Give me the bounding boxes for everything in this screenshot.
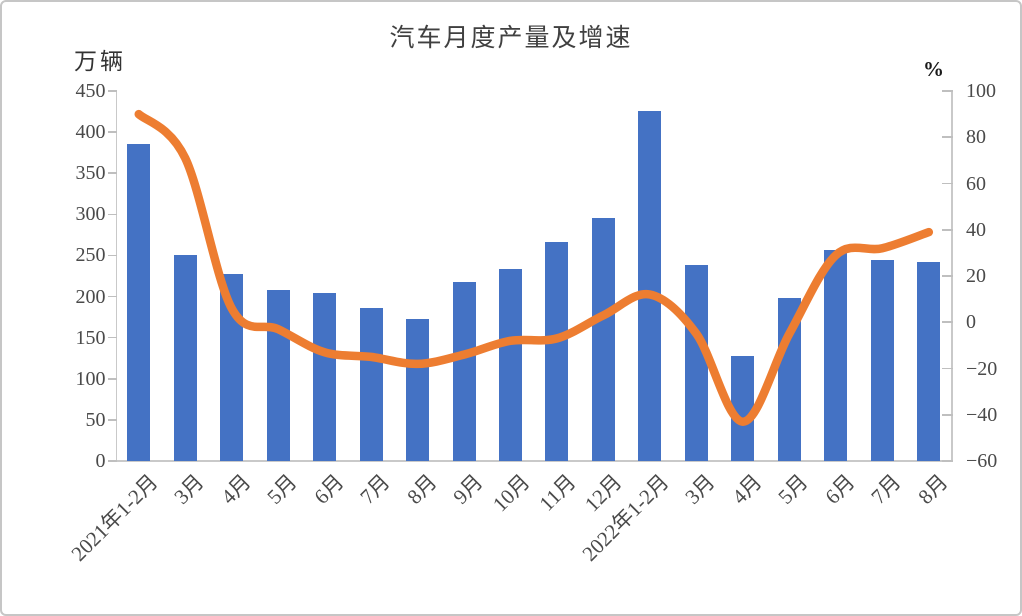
right-axis-tick xyxy=(942,90,953,92)
production-bar xyxy=(777,298,801,461)
right-axis-tick-label: 40 xyxy=(966,218,986,241)
production-bar xyxy=(917,262,941,461)
left-axis-tick xyxy=(107,213,117,216)
production-bar xyxy=(220,274,244,461)
left-axis-tick xyxy=(107,295,117,298)
production-bar xyxy=(684,265,708,461)
right-axis-tick xyxy=(942,321,953,324)
right-axis-tick-label: −20 xyxy=(966,357,998,380)
left-axis-tick-label: 150 xyxy=(75,326,106,349)
production-bar xyxy=(313,293,337,461)
left-axis-tick-label: 400 xyxy=(75,121,106,144)
bottom-axis-line xyxy=(115,460,952,462)
left-axis-tick xyxy=(107,254,117,257)
growth-line-path xyxy=(134,109,934,426)
right-axis-tick xyxy=(942,367,953,370)
right-axis-tick xyxy=(942,413,953,416)
left-axis-tick-label: 300 xyxy=(75,203,106,226)
right-axis-tick-label: 20 xyxy=(966,265,986,287)
production-bar xyxy=(824,249,848,461)
right-axis-tick-label: −60 xyxy=(966,450,998,472)
left-axis-unit-label: 万辆 xyxy=(74,49,126,74)
left-axis-tick-label: 50 xyxy=(85,408,106,431)
right-axis-tick-label: 100 xyxy=(966,80,996,102)
production-bar xyxy=(266,289,290,461)
chart-title: 汽车月度产量及增速 xyxy=(389,25,633,52)
right-axis-tick-label: 0 xyxy=(966,311,976,334)
left-axis-tick-label: 450 xyxy=(75,80,106,102)
production-bar xyxy=(638,110,662,461)
production-bar xyxy=(359,308,383,461)
left-axis-tick-label: 250 xyxy=(75,244,106,267)
production-bar xyxy=(870,260,894,461)
left-axis-tick xyxy=(107,460,117,462)
left-axis-tick xyxy=(107,172,117,175)
production-bar xyxy=(545,242,569,461)
left-axis-line xyxy=(115,91,118,461)
production-bar xyxy=(591,218,615,461)
left-axis-tick-label: 200 xyxy=(75,285,106,308)
right-axis-unit-label: % xyxy=(923,57,944,81)
left-axis-tick xyxy=(107,131,117,133)
left-axis-tick-label: 350 xyxy=(75,162,106,185)
production-bar xyxy=(452,281,476,461)
right-axis-tick-label: 60 xyxy=(966,172,986,195)
production-bar xyxy=(127,144,151,461)
production-bar xyxy=(499,269,522,461)
right-axis-tick xyxy=(942,136,953,139)
left-axis-tick xyxy=(107,90,117,92)
right-axis-tick xyxy=(942,228,953,231)
left-axis-tick xyxy=(107,336,117,339)
right-axis-tick xyxy=(942,182,953,185)
right-axis-tick xyxy=(942,275,953,277)
right-axis-tick-label: −40 xyxy=(966,403,998,426)
left-axis-tick-label: 100 xyxy=(75,367,106,390)
right-axis-tick-label: 80 xyxy=(966,126,986,149)
right-axis-tick xyxy=(942,460,953,462)
left-axis-tick-label: 0 xyxy=(95,450,106,472)
left-axis-tick xyxy=(107,419,117,421)
left-axis-tick xyxy=(107,377,117,380)
production-bar xyxy=(173,254,197,461)
production-bar xyxy=(406,318,430,461)
production-bar xyxy=(731,355,755,461)
